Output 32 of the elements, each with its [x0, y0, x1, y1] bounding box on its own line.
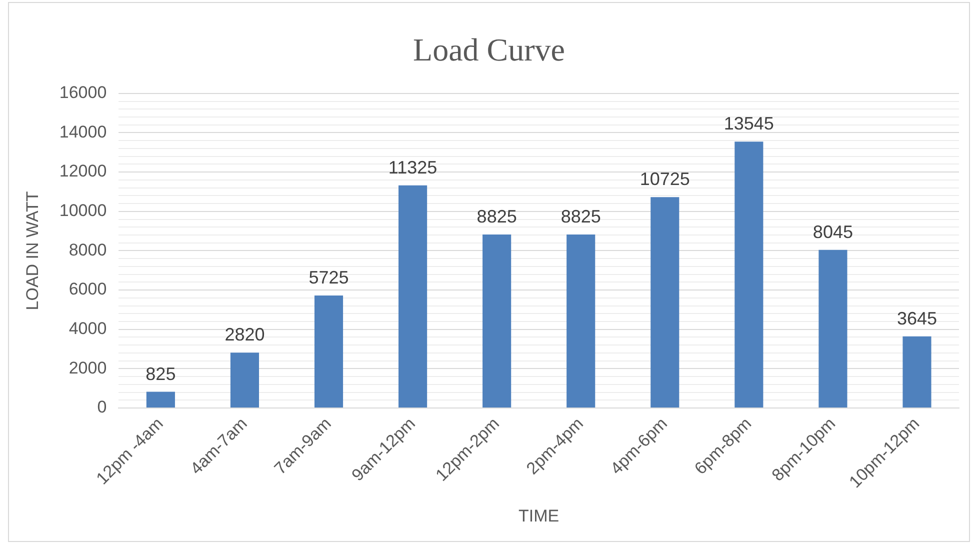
- data-label: 8825: [476, 206, 517, 226]
- bar: [398, 185, 428, 408]
- data-label: 11325: [388, 157, 438, 178]
- data-label: 13545: [724, 114, 774, 134]
- data-label: 8045: [812, 222, 853, 242]
- bar: [230, 352, 260, 408]
- bar: [902, 336, 932, 408]
- data-label: 3645: [896, 308, 938, 328]
- y-axis-title: LOAD IN WATT: [22, 191, 42, 310]
- bar: [734, 142, 764, 408]
- bar: [818, 250, 848, 408]
- data-label: 2820: [224, 324, 265, 345]
- y-tick-label: 14000: [59, 122, 107, 142]
- y-tick-label: 10000: [59, 201, 107, 220]
- data-label: 8825: [560, 206, 601, 226]
- bar: [314, 295, 344, 408]
- y-tick-label: 0: [97, 398, 107, 417]
- data-label: 10725: [640, 169, 690, 190]
- y-tick-label: 4000: [68, 319, 107, 338]
- y-tick-label: 16000: [59, 83, 107, 102]
- y-tick-label: 2000: [68, 358, 107, 378]
- data-label: 5725: [308, 267, 349, 288]
- y-tick-label: 8000: [68, 240, 107, 260]
- x-axis-title: TIME: [518, 506, 560, 526]
- bar: [482, 234, 512, 408]
- bar: [146, 392, 175, 408]
- data-label: 825: [146, 364, 176, 384]
- y-tick-label: 12000: [59, 162, 107, 181]
- bar: [566, 234, 596, 408]
- chart-title: Load Curve: [413, 32, 565, 68]
- y-tick-label: 6000: [68, 280, 107, 299]
- bar: [650, 197, 680, 408]
